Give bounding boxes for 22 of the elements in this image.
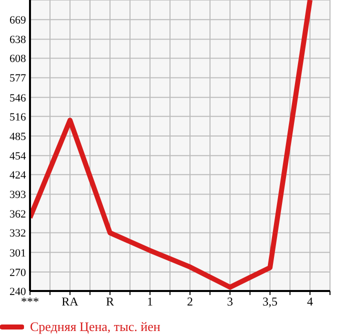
x-tick-label: RA — [62, 294, 79, 309]
y-tick-label: 577 — [10, 72, 26, 85]
y-tick-label: 301 — [10, 247, 26, 260]
x-tick-label: 3 — [227, 294, 233, 309]
y-tick-label: 608 — [10, 53, 26, 66]
y-tick-label: 270 — [10, 266, 26, 279]
x-tick-label: 4 — [307, 294, 313, 309]
y-tick-label: 454 — [10, 150, 26, 163]
x-tick-label: 1 — [147, 294, 153, 309]
y-tick-label: 362 — [10, 208, 26, 221]
y-tick-label: 669 — [10, 14, 26, 27]
y-tick-label: 516 — [10, 111, 26, 124]
x-tick-label: R — [106, 294, 114, 309]
y-tick-label: 546 — [10, 92, 26, 104]
x-tick-label: 2 — [187, 294, 193, 309]
x-tick-label: 3,5 — [262, 294, 278, 309]
y-tick-label: 485 — [10, 130, 26, 143]
y-tick-label: 638 — [10, 34, 26, 46]
legend-label: Средняя Цена, тыс. йен — [30, 319, 160, 335]
y-tick-label: 332 — [10, 228, 26, 240]
y-tick-label: 393 — [10, 189, 26, 202]
y-tick-label: 424 — [10, 170, 26, 182]
